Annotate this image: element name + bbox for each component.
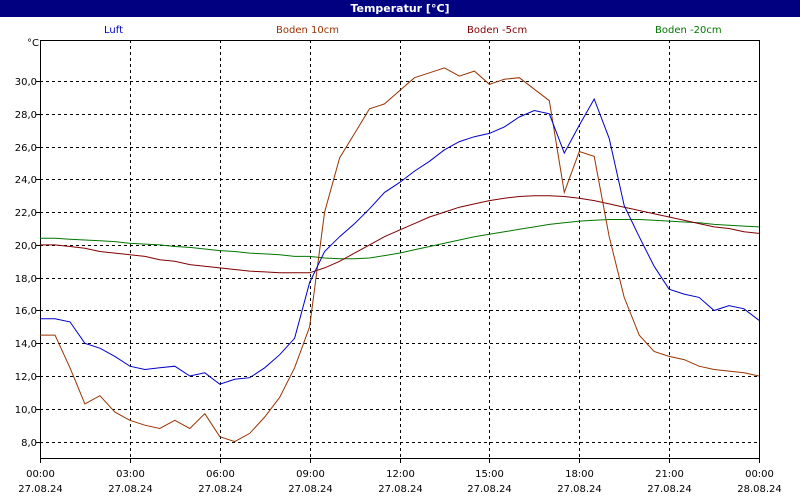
x-tick-label-date: 27.08.24 bbox=[18, 484, 63, 495]
x-tick-label-date: 27.08.24 bbox=[108, 484, 153, 495]
legend-luft: Luft bbox=[104, 25, 123, 36]
x-tick-label-time: 12:00 bbox=[386, 469, 415, 480]
x-tick-label-time: 06:00 bbox=[206, 469, 235, 480]
x-tick-label-date: 27.08.24 bbox=[378, 484, 423, 495]
series-line-boden-5cm bbox=[40, 195, 760, 274]
chart-title: Temperatur [°C] bbox=[350, 2, 450, 15]
x-tick-label-date: 27.08.24 bbox=[288, 484, 333, 495]
y-tick-label: 18,0 bbox=[15, 274, 37, 285]
y-tick-label: 14,0 bbox=[15, 339, 37, 350]
series-line-boden-20cm bbox=[40, 219, 760, 260]
x-tick-label-time: 18:00 bbox=[565, 469, 594, 480]
y-tick-label: 24,0 bbox=[15, 175, 37, 186]
x-tick-label-time: 21:00 bbox=[655, 469, 684, 480]
legend-boden-10cm: Boden 10cm bbox=[276, 25, 339, 36]
y-tick-label: 30,0 bbox=[15, 77, 37, 88]
x-tick-label-time: 15:00 bbox=[475, 469, 504, 480]
y-tick-label: 16,0 bbox=[15, 306, 37, 317]
y-tick-label: 28,0 bbox=[15, 110, 37, 121]
x-tick-label-date: 28.08.24 bbox=[737, 484, 782, 495]
x-tick-label-date: 27.08.24 bbox=[557, 484, 602, 495]
x-tick-label-time: 09:00 bbox=[296, 469, 325, 480]
x-tick-label-date: 27.08.24 bbox=[467, 484, 512, 495]
y-tick-label: 22,0 bbox=[15, 208, 37, 219]
y-tick-label: 12,0 bbox=[15, 372, 37, 383]
y-axis-unit: °C bbox=[27, 38, 39, 49]
y-tick-label: 26,0 bbox=[15, 143, 37, 154]
x-tick-label-time: 00:00 bbox=[745, 469, 774, 480]
x-tick-label-date: 27.08.24 bbox=[198, 484, 243, 495]
x-tick-label-time: 00:00 bbox=[26, 469, 55, 480]
y-tick-label: 20,0 bbox=[15, 241, 37, 252]
x-tick-label-date: 27.08.24 bbox=[647, 484, 692, 495]
title-bar: Temperatur [°C] bbox=[0, 0, 800, 17]
series-line-luft bbox=[40, 97, 760, 385]
y-tick-label: 8,0 bbox=[21, 438, 37, 449]
series-line-boden-10cm bbox=[40, 67, 760, 443]
x-tick-label-time: 03:00 bbox=[116, 469, 145, 480]
legend-boden-20cm: Boden -20cm bbox=[655, 25, 722, 36]
legend-boden-5cm: Boden -5cm bbox=[467, 25, 528, 36]
y-tick-label: 10,0 bbox=[15, 405, 37, 416]
